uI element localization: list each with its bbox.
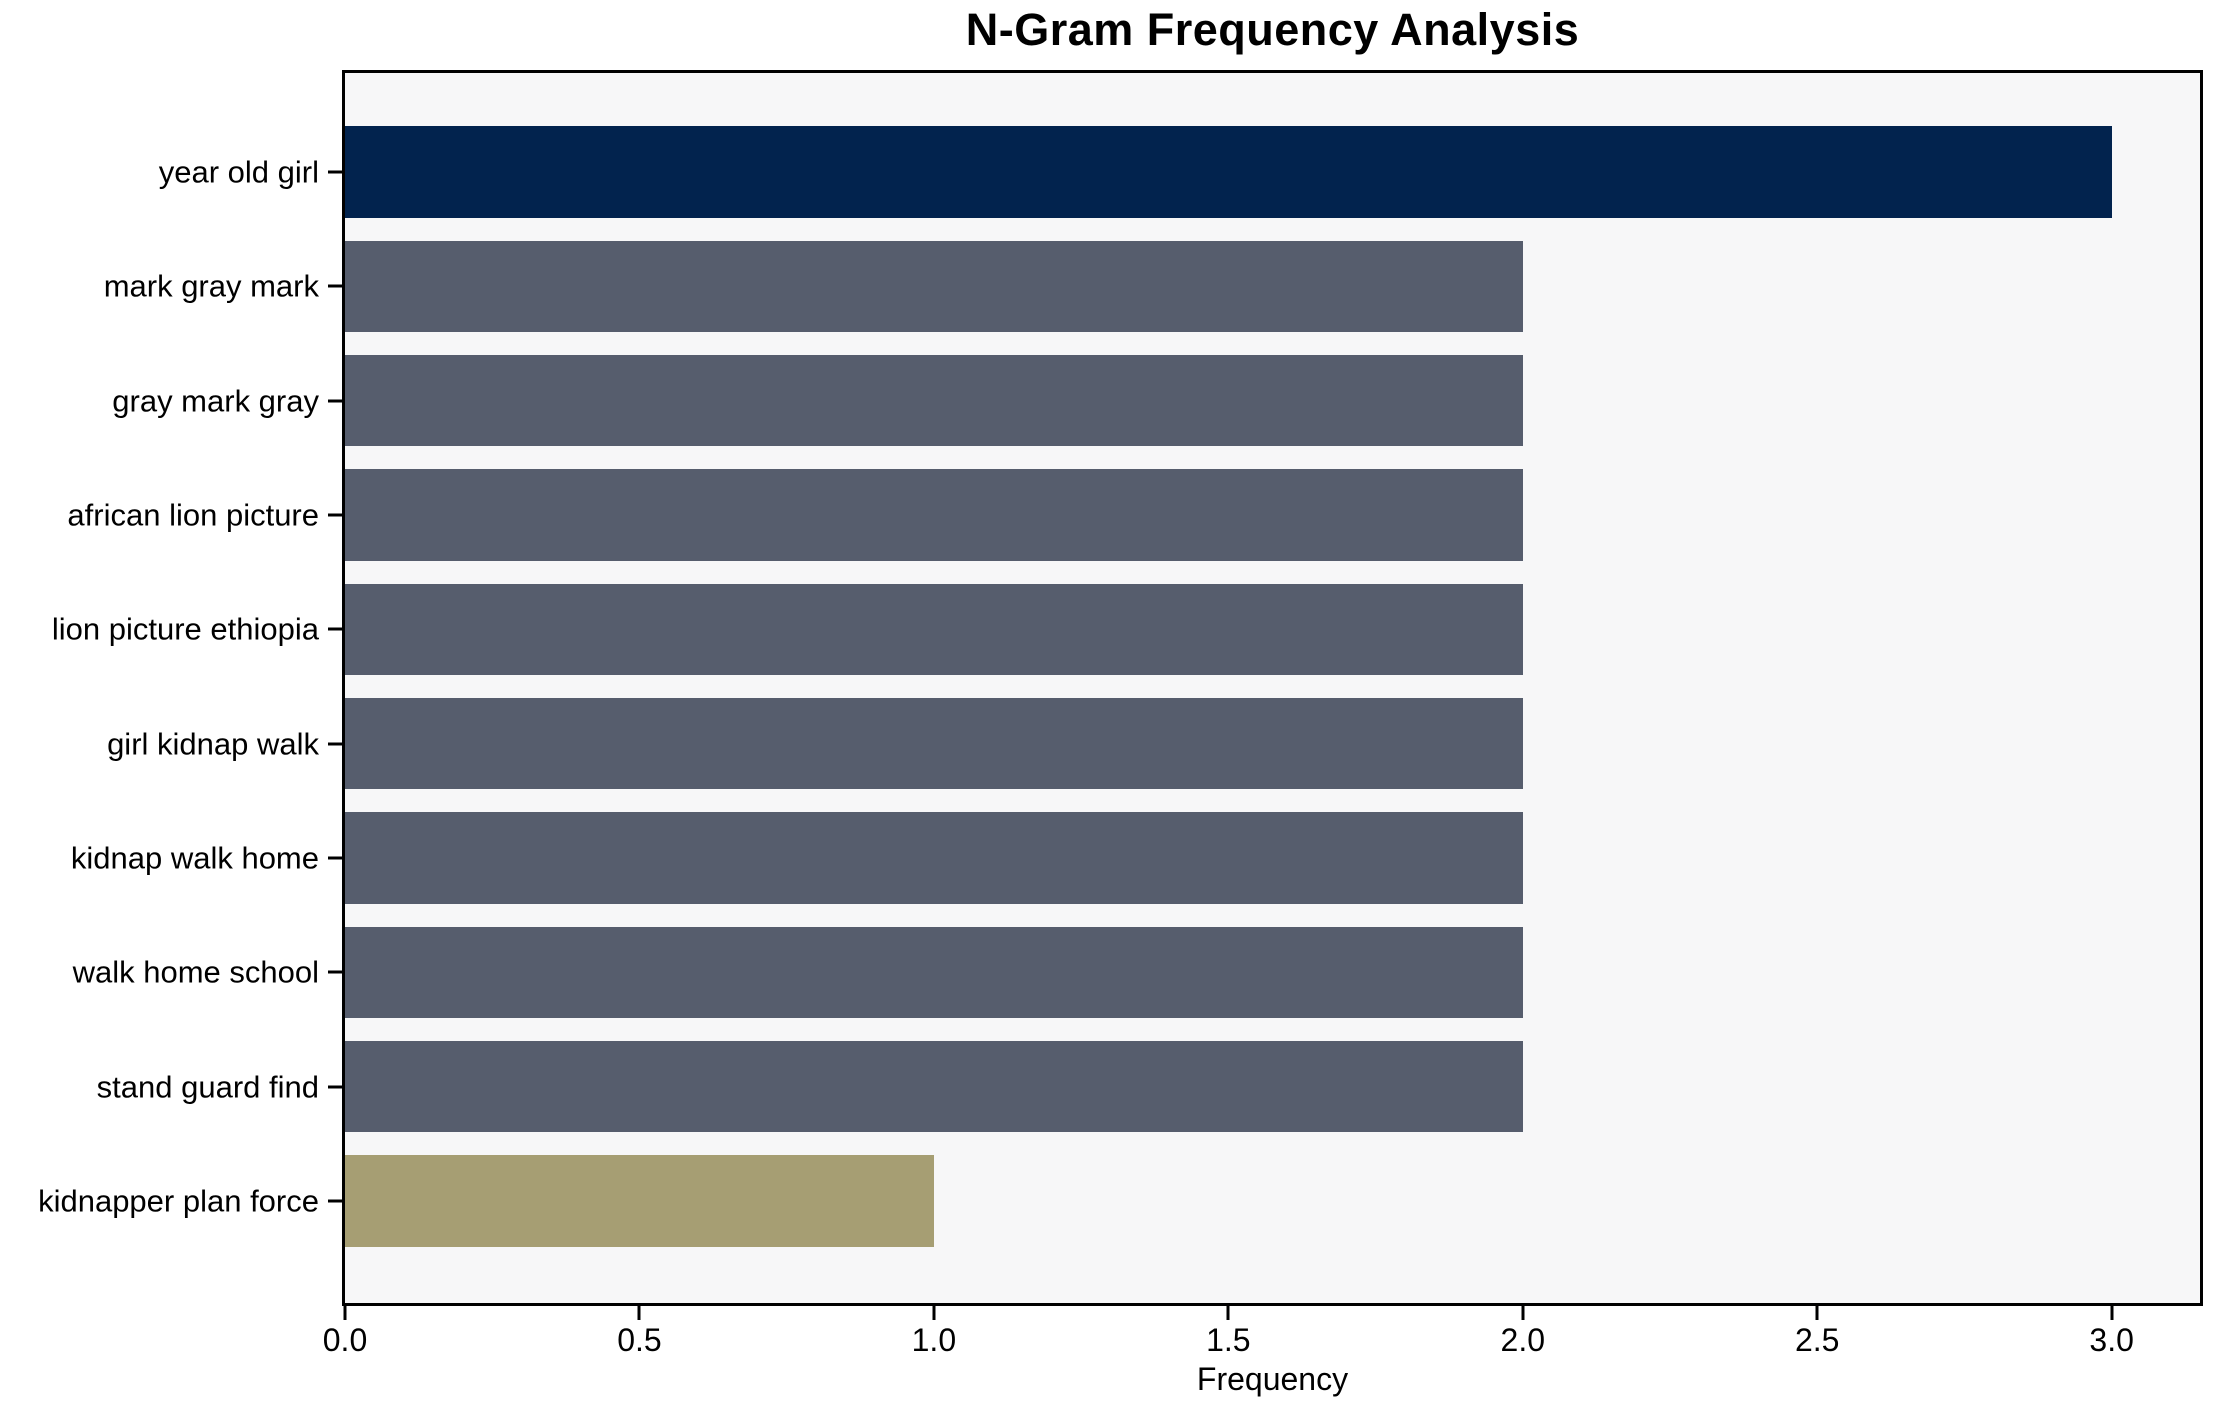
bar-row: stand guard find <box>97 1029 2200 1143</box>
x-tick-label: 0.0 <box>322 1322 368 1358</box>
y-tick-mark <box>328 742 342 746</box>
y-tick-mark <box>328 513 342 517</box>
y-axis-category-label: girl kidnap walk <box>107 726 319 762</box>
bar-row: mark gray mark <box>104 229 2200 343</box>
y-axis-category-label: gray mark gray <box>112 383 319 419</box>
chart-title: N-Gram Frequency Analysis <box>965 4 1580 55</box>
y-tick-mark <box>328 170 342 174</box>
x-tick-mark <box>1815 1306 1819 1320</box>
x-tick-mark <box>637 1306 641 1320</box>
y-axis-category-label: african lion picture <box>67 497 319 533</box>
bar <box>345 697 1523 790</box>
x-tick-label: 2.5 <box>1794 1322 1840 1358</box>
bar <box>345 1155 934 1247</box>
y-tick-mark <box>328 856 342 860</box>
y-axis-category-label: kidnapper plan force <box>38 1183 319 1219</box>
x-tick-mark <box>343 1306 347 1320</box>
x-tick-label: 1.0 <box>911 1322 957 1358</box>
bar <box>345 926 1523 1018</box>
bar <box>345 355 1523 447</box>
bar-row: kidnapper plan force <box>38 1144 2200 1258</box>
bar-row: walk home school <box>73 915 2200 1029</box>
y-axis-category-label: mark gray mark <box>103 268 319 304</box>
y-tick-mark <box>328 627 342 631</box>
bar-row: kidnap walk home <box>71 801 2200 915</box>
bar-row: lion picture ethiopia <box>52 572 2200 686</box>
bar <box>345 583 1523 676</box>
bar <box>345 469 1523 561</box>
y-tick-mark <box>328 1085 342 1089</box>
bar-row: year old girl <box>159 115 2200 229</box>
bar-row: gray mark gray <box>112 344 2200 458</box>
bar <box>345 812 1523 904</box>
x-tick-label: 1.5 <box>1206 1322 1251 1358</box>
x-tick-label: 3.0 <box>2089 1322 2134 1358</box>
y-tick-mark <box>328 399 342 403</box>
y-axis-category-label: stand guard find <box>96 1069 319 1105</box>
y-tick-mark <box>328 1199 342 1203</box>
bar-row: african lion picture <box>67 458 2200 572</box>
x-tick-mark <box>932 1306 936 1320</box>
y-axis-category-label: walk home school <box>72 954 319 990</box>
x-tick-label: 2.0 <box>1500 1322 1546 1358</box>
x-tick-mark <box>1521 1306 1525 1320</box>
y-tick-mark <box>328 970 342 974</box>
x-axis-title: Frequency <box>1196 1361 1349 1397</box>
y-axis-category-label: lion picture ethiopia <box>51 611 319 647</box>
bar-row: girl kidnap walk <box>107 686 2200 800</box>
bar <box>345 240 1523 333</box>
x-tick-label: 0.5 <box>617 1322 662 1358</box>
x-tick-mark <box>2110 1306 2114 1320</box>
x-tick-mark <box>1226 1306 1230 1320</box>
bar <box>345 1040 1523 1133</box>
bar <box>345 126 2112 218</box>
y-tick-mark <box>328 284 342 288</box>
y-axis-category-label: kidnap walk home <box>70 840 319 876</box>
bar-rows: year old girl mark gray mark gray mark gra… <box>38 73 2200 1303</box>
plot-area: year old girl mark gray mark gray mark gra… <box>38 70 2203 1306</box>
y-axis-category-label: year old girl <box>158 154 319 190</box>
